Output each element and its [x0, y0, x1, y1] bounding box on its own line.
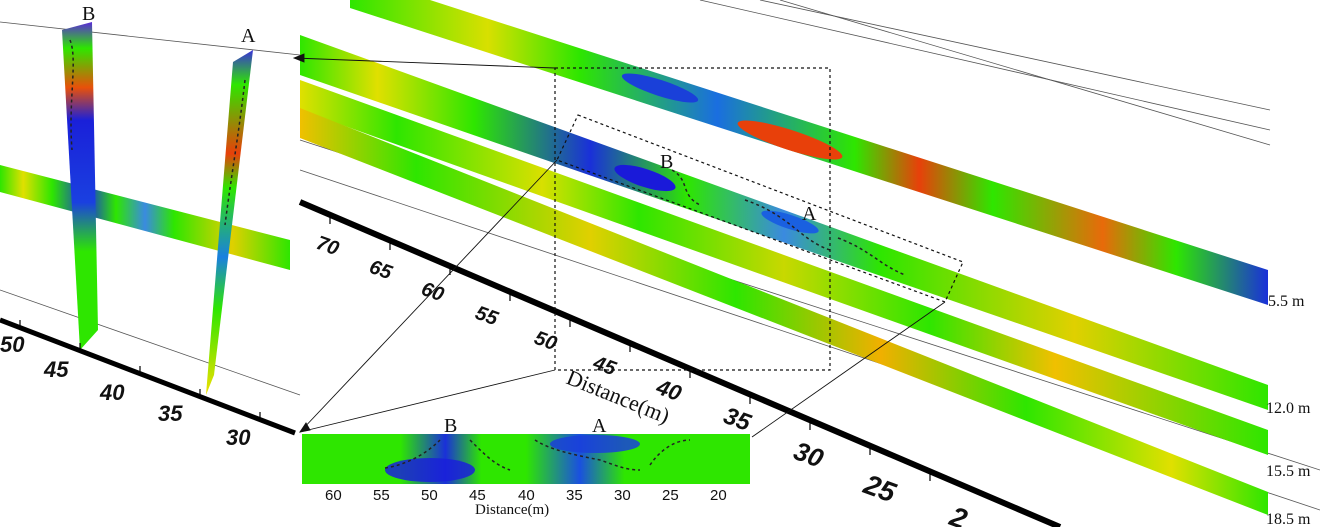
main-label-a: A [802, 203, 817, 225]
inset-tick-50: 50 [421, 487, 438, 504]
anomaly-boundary-a [224, 79, 246, 226]
depth-label-18-5m: 18.5 m [1266, 511, 1311, 527]
main-tick-55: 55 [472, 302, 501, 331]
anomaly-boundary-a-main [744, 199, 906, 276]
anomaly-boundary-b [69, 39, 74, 151]
inset-tick-40: 40 [518, 487, 535, 504]
slice-18-5m [300, 108, 1268, 515]
main-tick-25: 25 [859, 468, 900, 508]
left-distance-axis [0, 317, 296, 436]
main-label-b: B [660, 151, 673, 173]
inset-profile: B A 60 55 50 45 40 35 30 25 20 Distance(… [302, 415, 750, 518]
inset-tick-55: 55 [373, 487, 390, 504]
inset-boundary-b [384, 439, 511, 471]
left-label-b: B [82, 3, 95, 25]
anomaly-low-shallow [621, 73, 699, 103]
left-tick-50: 50 [0, 332, 25, 357]
inset-boundary-a [534, 439, 691, 471]
anomaly-high-shallow [737, 120, 843, 160]
inset-label-b: B [444, 415, 457, 437]
anomaly-low-a [761, 210, 819, 234]
left-tick-35: 35 [158, 401, 183, 426]
inset-tick-30: 30 [614, 487, 631, 504]
main-tick-35: 35 [720, 402, 755, 437]
main-tick-30: 30 [790, 435, 828, 473]
inset-tick-60: 60 [325, 487, 342, 504]
zoom-selection [554, 67, 964, 371]
depth-label-5-5m: 5.5 m [1268, 293, 1305, 310]
left-tick-45: 45 [43, 357, 69, 382]
left-label-a: A [241, 25, 256, 47]
main-tick-65: 65 [366, 256, 395, 285]
inset-image [302, 434, 750, 484]
left-axis-ticks [19, 320, 261, 420]
leader-lines [292, 53, 946, 438]
depth-label-15-5m: 15.5 m [1266, 463, 1311, 480]
anomaly-low-b [614, 164, 676, 192]
inset-tick-45: 45 [469, 487, 486, 504]
inset-tick-35: 35 [566, 487, 583, 504]
main-tick-70: 70 [313, 232, 341, 260]
depth-slices: B A [300, 0, 1268, 515]
inset-label-a: A [592, 415, 607, 437]
left-tick-40: 40 [99, 380, 125, 405]
depth-label-12-0m: 12.0 m [1266, 400, 1311, 417]
left-panel: B A 50 45 40 35 30 [0, 3, 296, 450]
inset-tick-25: 25 [662, 487, 679, 504]
inset-tick-20: 20 [710, 487, 727, 504]
selection-box-outer [554, 67, 831, 371]
left-horizontal-slice [0, 165, 290, 270]
inset-axis-title: Distance(m) [475, 502, 549, 518]
left-tick-30: 30 [226, 425, 251, 450]
slice-15-5m [300, 80, 1268, 455]
main-tick-partial: 2 [945, 500, 972, 527]
vertical-slice-b [62, 22, 98, 350]
vertical-slice-a [206, 50, 253, 395]
